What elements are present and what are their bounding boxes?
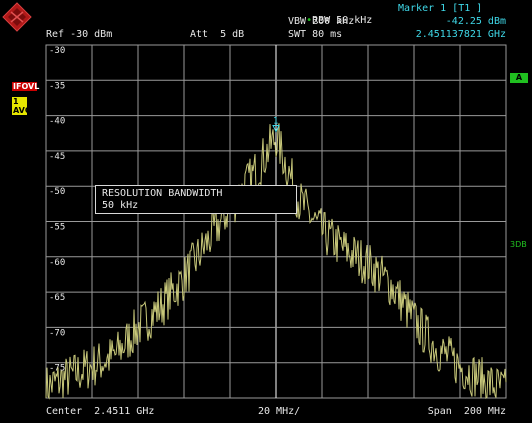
per-division-label: 20 MHz/: [258, 406, 301, 417]
ifovl-badge: IFOVL: [12, 82, 40, 91]
y-tick-label: -50: [49, 187, 65, 197]
span-label: Span 200 MHz: [427, 406, 506, 417]
plot-grid: [45, 44, 507, 399]
3db-label: 3DB: [510, 240, 527, 249]
resolution-bandwidth-annotation: RESOLUTION BANDWIDTH 50 kHz: [95, 185, 297, 214]
marker-1: 1: [272, 116, 280, 133]
y-tick-label: -35: [49, 81, 65, 91]
swt-label: SWT 80 ms: [288, 29, 343, 40]
annotation-value: 50 kHz: [102, 200, 139, 211]
y-tick-label: -30: [49, 46, 65, 56]
rohde-schwarz-logo-icon: [2, 2, 32, 32]
vbw-label: VBW 200 kHz: [288, 16, 355, 27]
ref-level-label: Ref -30 dBm: [46, 29, 113, 40]
rbw-label: RBW 50 kHz: [312, 15, 373, 26]
y-tick-label: -70: [49, 328, 65, 338]
spectrum-trace: [45, 123, 507, 400]
screen-a-badge: A: [510, 73, 528, 83]
y-tick-label: -60: [49, 258, 65, 268]
marker-frequency: 2.451137821 GHz: [415, 29, 506, 40]
detector-badge: AVG: [12, 106, 32, 115]
y-tick-label: -40: [49, 117, 65, 127]
marker-title: Marker 1 [T1 ]: [398, 3, 483, 14]
marker-triangle-icon: [272, 124, 280, 133]
center-frequency-label: Center 2.4511 GHz: [46, 406, 155, 417]
rbw-indicator-dot-icon: •: [306, 15, 313, 26]
y-tick-label: -75: [49, 364, 65, 374]
attenuation-label: Att 5 dB: [190, 29, 245, 40]
y-axis-ticks: -30 -35 -40 -45 -50 -55 -60 -65 -70 -75: [49, 46, 65, 374]
rbw-line: •RBW 50 kHz: [282, 3, 372, 39]
y-tick-label: -55: [49, 223, 65, 233]
y-tick-label: -65: [49, 293, 65, 303]
marker-number-label: 1: [273, 116, 278, 126]
marker-level: -42.25 dBm: [445, 16, 506, 27]
y-tick-label: -45: [49, 152, 65, 162]
annotation-title: RESOLUTION BANDWIDTH: [102, 188, 223, 199]
